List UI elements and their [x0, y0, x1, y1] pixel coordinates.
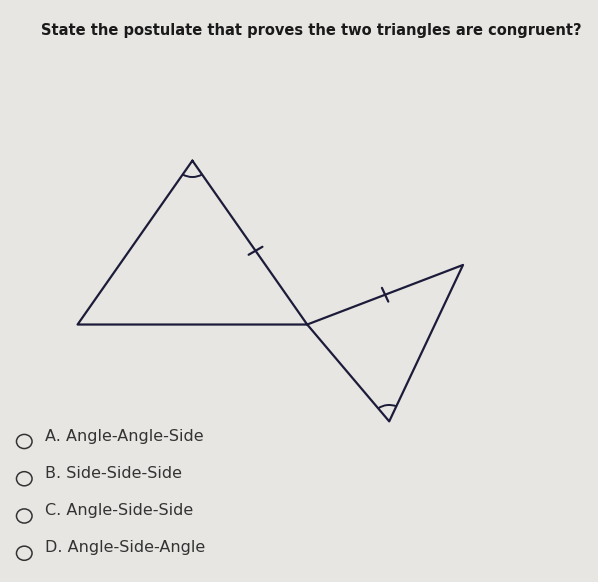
- Text: D. Angle-Side-Angle: D. Angle-Side-Angle: [45, 541, 205, 555]
- Text: B. Side-Side-Side: B. Side-Side-Side: [45, 466, 182, 481]
- Text: State the postulate that proves the two triangles are congruent?: State the postulate that proves the two …: [41, 23, 581, 38]
- Text: C. Angle-Side-Side: C. Angle-Side-Side: [45, 503, 193, 518]
- Text: A. Angle-Angle-Side: A. Angle-Angle-Side: [45, 429, 203, 443]
